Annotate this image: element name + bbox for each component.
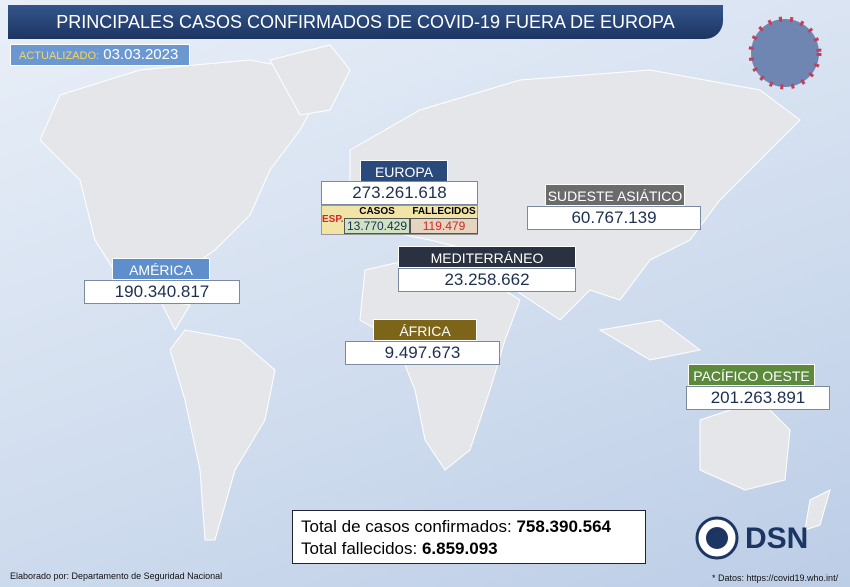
- credit: Elaborado por: Departamento de Seguridad…: [10, 571, 223, 581]
- totals: Total de casos confirmados: 758.390.564 …: [292, 510, 646, 564]
- region-name: SUDESTE ASIÁTICO: [545, 184, 685, 206]
- updated: ACTUALIZADO: 03.03.2023: [10, 44, 190, 66]
- title: PRINCIPALES CASOS CONFIRMADOS DE COVID-1…: [8, 5, 723, 39]
- emblem: [695, 516, 739, 560]
- region-name: ÁFRICA: [373, 319, 477, 341]
- virus-image: [748, 16, 822, 90]
- spain-label: ESP.: [322, 214, 344, 225]
- region-cases: 273.261.618: [321, 181, 478, 205]
- updated-label: ACTUALIZADO:: [19, 50, 100, 62]
- spain-cases: 13.770.429: [344, 218, 410, 234]
- region-name: AMÉRICA: [112, 258, 210, 280]
- region-cases: 190.340.817: [84, 280, 240, 304]
- region-name: PACÍFICO OESTE: [688, 364, 815, 386]
- deaths-label: FALLECIDOS: [412, 206, 476, 217]
- total-deaths-label: Total fallecidos:: [301, 539, 418, 558]
- region-name: EUROPA: [360, 160, 448, 182]
- total-deaths: 6.859.093: [421, 539, 498, 558]
- region-cases: 23.258.662: [398, 268, 576, 292]
- total-cases-row: Total de casos confirmados: 758.390.564: [301, 516, 637, 538]
- updated-date: 03.03.2023: [103, 46, 179, 63]
- region-cases: 60.767.139: [527, 206, 701, 230]
- region-cases: 201.263.891: [686, 386, 830, 410]
- logo: DSN: [745, 522, 809, 555]
- cases-label: CASOS: [359, 206, 395, 217]
- source: * Datos: https://covid19.who.int/: [712, 573, 839, 583]
- total-deaths-row: Total fallecidos: 6.859.093: [301, 538, 637, 560]
- spain-deaths: 119.479: [410, 218, 478, 234]
- total-cases: 758.390.564: [516, 517, 611, 536]
- spain-box: ESP. CASOS FALLECIDOS 13.770.429 119.479: [321, 205, 478, 235]
- region-cases: 9.497.673: [345, 341, 500, 365]
- total-cases-label: Total de casos confirmados:: [301, 517, 512, 536]
- region-name: MEDITERRÁNEO ORIENTAL: [398, 246, 576, 288]
